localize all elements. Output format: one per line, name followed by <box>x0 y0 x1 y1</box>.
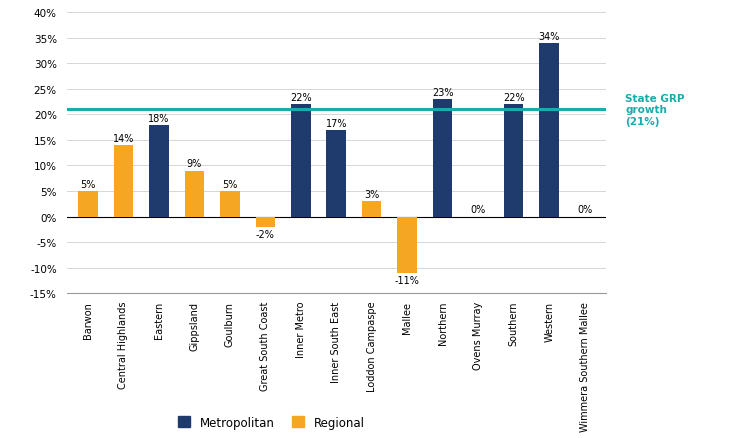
Bar <box>149 125 168 217</box>
Text: 0%: 0% <box>577 205 593 215</box>
Text: 34%: 34% <box>539 32 560 42</box>
Text: 22%: 22% <box>503 93 525 103</box>
Text: -11%: -11% <box>395 275 420 285</box>
Bar <box>398 217 417 273</box>
Bar <box>291 105 310 217</box>
Text: 3%: 3% <box>364 190 379 200</box>
Text: 17%: 17% <box>325 118 347 128</box>
Bar <box>78 191 98 217</box>
Bar <box>114 146 133 217</box>
Bar <box>220 191 239 217</box>
Text: 22%: 22% <box>290 93 312 103</box>
Text: 23%: 23% <box>432 88 454 98</box>
Text: 5%: 5% <box>222 180 237 190</box>
Bar <box>327 131 346 217</box>
Text: 9%: 9% <box>187 159 202 169</box>
Legend: Metropolitan, Regional: Metropolitan, Regional <box>174 411 370 433</box>
Text: 14%: 14% <box>112 134 134 144</box>
Text: State GRP
growth
(21%): State GRP growth (21%) <box>625 93 684 127</box>
Bar <box>256 217 275 227</box>
Bar <box>362 202 381 217</box>
Bar <box>504 105 523 217</box>
Bar <box>185 171 204 217</box>
Text: 5%: 5% <box>80 180 95 190</box>
Bar <box>433 100 452 217</box>
Text: 18%: 18% <box>148 113 169 123</box>
Text: -2%: -2% <box>256 229 275 239</box>
Text: 0%: 0% <box>471 205 486 215</box>
Bar <box>539 44 559 217</box>
